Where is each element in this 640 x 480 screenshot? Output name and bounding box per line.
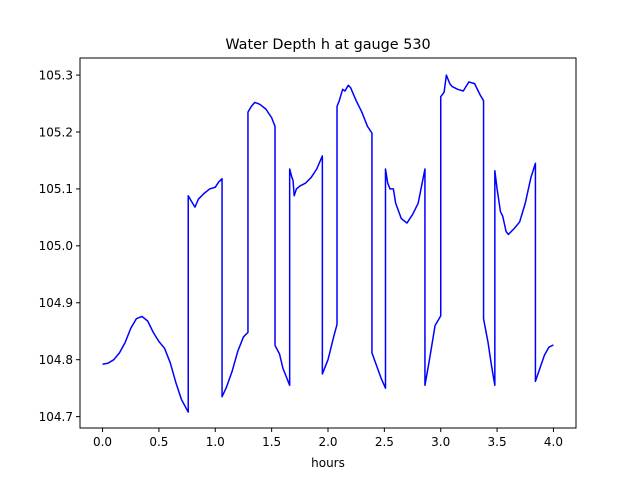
x-tick-label: 2.5 <box>375 435 394 449</box>
y-tick-label: 105.3 <box>39 68 73 82</box>
y-tick-label: 105.1 <box>39 182 73 196</box>
series-line-0 <box>102 74 554 413</box>
y-axis: 104.7 104.8 104.9 105.0 105.1 105.2 105.3 <box>39 68 80 424</box>
y-tick-label: 105.2 <box>39 125 73 139</box>
y-tick-label: 104.7 <box>39 410 73 424</box>
x-tick-label: 1.0 <box>206 435 225 449</box>
x-tick-label: 3.5 <box>488 435 507 449</box>
x-tick-label: 4.0 <box>544 435 563 449</box>
y-tick-label: 105.0 <box>39 239 73 253</box>
x-axis-label: hours <box>311 456 345 470</box>
x-tick-label: 1.5 <box>262 435 281 449</box>
x-tick-label: 0.5 <box>149 435 168 449</box>
x-tick-label: 3.0 <box>431 435 450 449</box>
y-tick-label: 104.9 <box>39 296 73 310</box>
x-tick-label: 0.0 <box>93 435 112 449</box>
y-tick-label: 104.8 <box>39 353 73 367</box>
x-tick-label: 2.0 <box>318 435 337 449</box>
x-axis: 0.0 0.5 1.0 1.5 2.0 2.5 3.0 3.5 4.0 <box>93 428 563 449</box>
chart-title: Water Depth h at gauge 530 <box>225 37 430 53</box>
